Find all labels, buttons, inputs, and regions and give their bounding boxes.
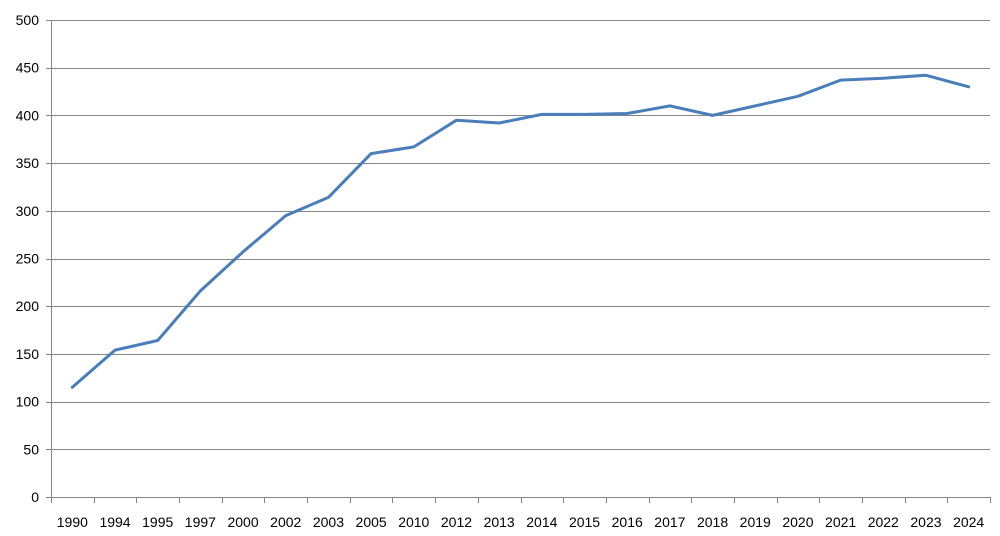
x-tick-label: 2002 [270,514,301,530]
x-tick-label: 2000 [227,514,258,530]
x-tick-label: 2003 [313,514,344,530]
x-tick-label: 2010 [398,514,429,530]
x-tick-label: 1990 [57,514,88,530]
x-tick-label: 2019 [740,514,771,530]
y-tick-label: 300 [16,203,40,219]
x-tick-label: 2020 [782,514,813,530]
x-tick-label: 2016 [612,514,643,530]
axes [46,20,990,503]
x-tick-label: 1997 [185,514,216,530]
x-axis-ticks [51,497,991,503]
y-tick-label: 0 [31,489,39,505]
x-tick-label: 2021 [825,514,856,530]
y-tick-label: 200 [16,298,40,314]
x-tick-label: 2024 [953,514,984,530]
x-tick-label: 2018 [697,514,728,530]
gridlines [51,20,990,450]
x-tick-label: 2023 [910,514,941,530]
y-axis-labels: 0 50 100 150 200 250 300 350 400 450 500 [16,12,40,505]
y-tick-label: 250 [16,251,40,267]
x-tick-label: 1994 [99,514,130,530]
y-tick-label: 450 [16,60,40,76]
x-tick-label: 2017 [654,514,685,530]
series-line-0 [70,73,971,389]
x-axis-labels: 1990 1994 1995 1997 2000 2002 2003 2005 2010 2012… [57,514,985,530]
series-group [70,73,971,389]
x-tick-label: 2014 [526,514,557,530]
y-tick-label: 400 [16,107,40,123]
y-tick-label: 150 [16,346,40,362]
x-tick-label: 2012 [441,514,472,530]
x-tick-label: 1995 [142,514,173,530]
y-tick-label: 500 [16,12,40,28]
x-tick-label: 2005 [356,514,387,530]
x-tick-label: 2022 [868,514,899,530]
y-tick-label: 350 [16,155,40,171]
x-tick-label: 2015 [569,514,600,530]
y-tick-label: 50 [23,441,39,457]
x-tick-label: 2013 [484,514,515,530]
y-tick-label: 100 [16,394,40,410]
